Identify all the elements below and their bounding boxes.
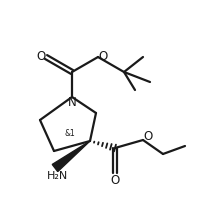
Text: &1: &1 [65, 129, 75, 138]
Text: O: O [143, 130, 153, 142]
Text: H₂N: H₂N [47, 171, 68, 181]
Text: O: O [110, 174, 120, 186]
Text: N: N [68, 96, 76, 108]
Text: O: O [36, 50, 46, 62]
Text: O: O [98, 50, 108, 62]
Polygon shape [52, 141, 90, 172]
